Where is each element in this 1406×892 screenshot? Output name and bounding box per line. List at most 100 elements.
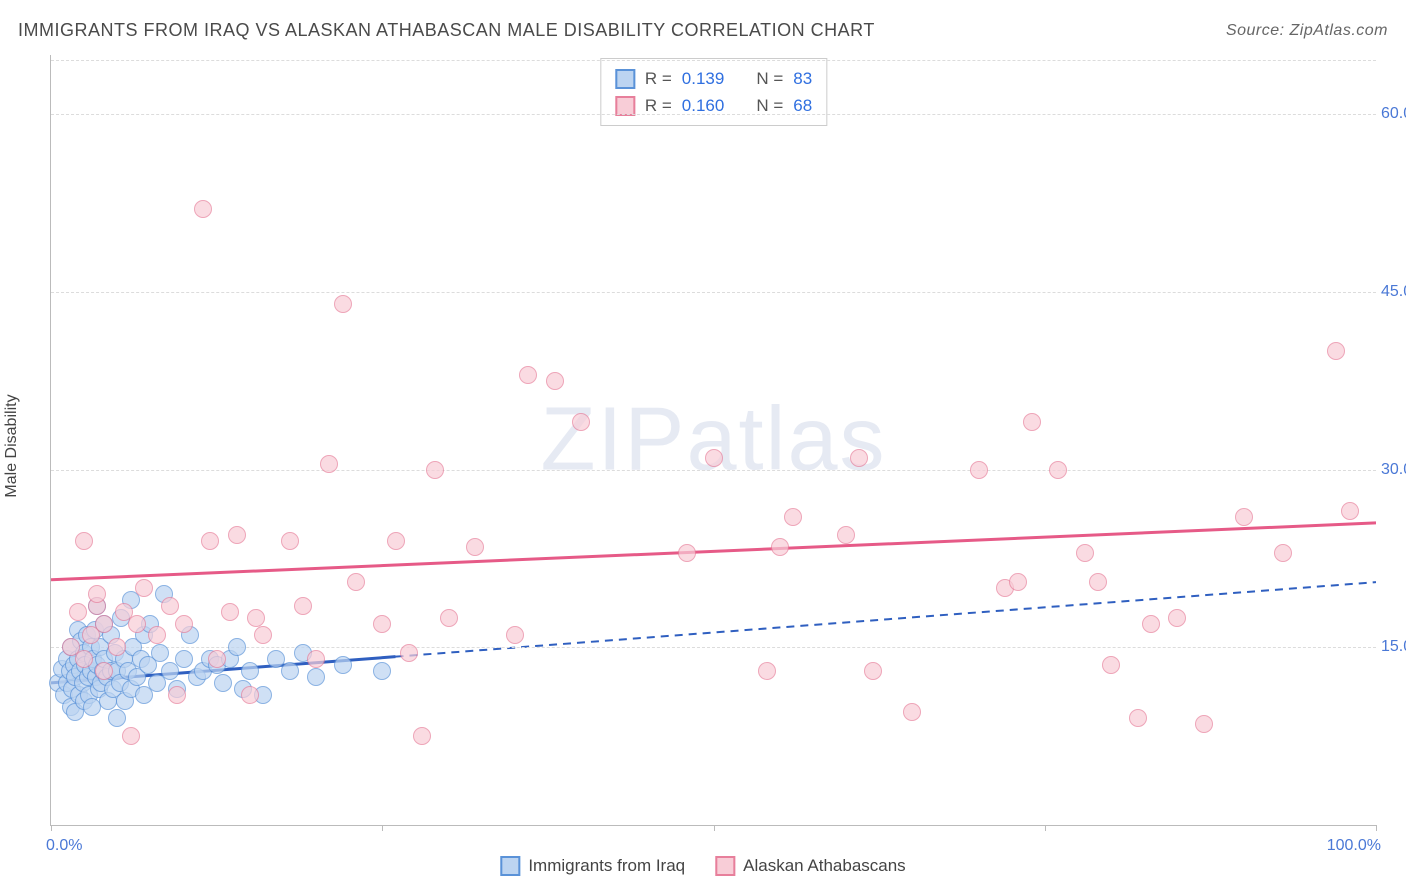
legend-swatch	[615, 96, 635, 116]
watermark: ZIPatlas	[540, 389, 886, 492]
data-point	[1049, 461, 1067, 479]
x-tick-label: 100.0%	[1327, 837, 1381, 855]
legend-item: Immigrants from Iraq	[500, 856, 685, 876]
data-point	[440, 609, 458, 627]
legend-r-label: R =	[645, 65, 672, 92]
data-point	[387, 532, 405, 550]
x-tick	[1376, 825, 1377, 831]
data-point	[373, 615, 391, 633]
legend-label: Alaskan Athabascans	[743, 856, 906, 876]
data-point	[400, 644, 418, 662]
data-point	[175, 615, 193, 633]
source-label: Source: ZipAtlas.com	[1226, 22, 1388, 40]
data-point	[334, 656, 352, 674]
data-point	[1076, 544, 1094, 562]
legend-label: Immigrants from Iraq	[528, 856, 685, 876]
data-point	[546, 372, 564, 390]
x-tick	[1045, 825, 1046, 831]
data-point	[214, 674, 232, 692]
legend-swatch	[615, 69, 635, 89]
data-point	[168, 686, 186, 704]
gridline	[51, 60, 1376, 61]
data-point	[1274, 544, 1292, 562]
data-point	[771, 538, 789, 556]
data-point	[201, 532, 219, 550]
x-tick	[51, 825, 52, 831]
data-point	[175, 650, 193, 668]
x-tick	[714, 825, 715, 831]
data-point	[413, 727, 431, 745]
legend-swatch	[500, 856, 520, 876]
y-axis-label: Male Disability	[3, 394, 21, 497]
data-point	[122, 727, 140, 745]
y-tick-label: 60.0%	[1381, 105, 1406, 123]
data-point	[281, 662, 299, 680]
data-point	[208, 650, 226, 668]
data-point	[75, 532, 93, 550]
data-point	[1102, 656, 1120, 674]
data-point	[705, 449, 723, 467]
data-point	[148, 626, 166, 644]
data-point	[903, 703, 921, 721]
chart-title: IMMIGRANTS FROM IRAQ VS ALASKAN ATHABASC…	[18, 20, 875, 41]
data-point	[241, 686, 259, 704]
data-point	[320, 455, 338, 473]
plot-area: ZIPatlas R =0.139N =83R =0.160N =68 15.0…	[50, 55, 1376, 826]
data-point	[850, 449, 868, 467]
data-point	[95, 662, 113, 680]
data-point	[135, 579, 153, 597]
data-point	[281, 532, 299, 550]
x-tick	[382, 825, 383, 831]
data-point	[784, 508, 802, 526]
data-point	[1142, 615, 1160, 633]
data-point	[194, 200, 212, 218]
data-point	[678, 544, 696, 562]
x-tick-label: 0.0%	[46, 837, 82, 855]
correlation-legend: R =0.139N =83R =0.160N =68	[600, 58, 827, 126]
trend-lines	[51, 55, 1376, 825]
data-point	[1235, 508, 1253, 526]
gridline	[51, 647, 1376, 648]
legend-r-value: 0.160	[682, 92, 725, 119]
data-point	[128, 615, 146, 633]
data-point	[108, 638, 126, 656]
gridline	[51, 114, 1376, 115]
data-point	[864, 662, 882, 680]
data-point	[426, 461, 444, 479]
data-point	[228, 526, 246, 544]
data-point	[1089, 573, 1107, 591]
trend-line	[51, 523, 1376, 580]
data-point	[108, 709, 126, 727]
data-point	[1341, 502, 1359, 520]
legend-row: R =0.139N =83	[615, 65, 812, 92]
watermark-text: ZIPatlas	[540, 390, 886, 490]
y-tick-label: 15.0%	[1381, 638, 1406, 656]
y-tick-label: 45.0%	[1381, 283, 1406, 301]
data-point	[221, 603, 239, 621]
data-point	[247, 609, 265, 627]
gridline	[51, 292, 1376, 293]
data-point	[161, 597, 179, 615]
legend-r-value: 0.139	[682, 65, 725, 92]
data-point	[347, 573, 365, 591]
data-point	[1327, 342, 1345, 360]
data-point	[519, 366, 537, 384]
data-point	[151, 644, 169, 662]
data-point	[466, 538, 484, 556]
data-point	[506, 626, 524, 644]
data-point	[75, 650, 93, 668]
data-point	[970, 461, 988, 479]
trend-line	[396, 582, 1377, 657]
legend-n-label: N =	[756, 92, 783, 119]
y-tick-label: 30.0%	[1381, 461, 1406, 479]
legend-item: Alaskan Athabascans	[715, 856, 906, 876]
data-point	[1023, 413, 1041, 431]
data-point	[307, 668, 325, 686]
data-point	[373, 662, 391, 680]
data-point	[294, 597, 312, 615]
data-point	[1195, 715, 1213, 733]
legend-r-label: R =	[645, 92, 672, 119]
legend-n-label: N =	[756, 65, 783, 92]
data-point	[1009, 573, 1027, 591]
title-bar: IMMIGRANTS FROM IRAQ VS ALASKAN ATHABASC…	[18, 20, 1388, 41]
